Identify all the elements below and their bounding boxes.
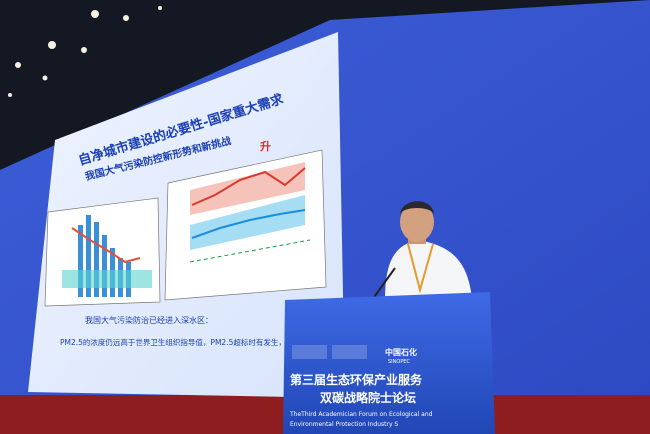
podium-logo <box>332 345 367 359</box>
podium-line1: 第三届生态环保产业服务 <box>290 372 423 387</box>
speaker <box>371 201 472 301</box>
podium-english: TheThird Academician Forum on Ecological… <box>289 411 433 418</box>
sponsor-cn: 中国石化 <box>385 347 417 357</box>
chart-label: 升 <box>260 139 271 153</box>
podium-logo <box>292 345 327 359</box>
bullet-text: PM2.5的浓度仍远高于世界卫生组织指导值，PM2.5超标时有发生，O3污染日益… <box>60 337 334 347</box>
chart-right: 升 <box>164 139 327 301</box>
sponsor-en: SINOPEC <box>388 359 410 365</box>
podium-line2: 双碳战略院士论坛 <box>320 390 416 405</box>
chart-left <box>44 197 161 307</box>
ceiling-lights <box>8 6 162 97</box>
podium-english: Environmental Protection Industry S <box>290 421 398 428</box>
podium <box>283 292 495 434</box>
bullet-heading: 我国大气污染防治已经进入深水区： <box>85 315 213 325</box>
